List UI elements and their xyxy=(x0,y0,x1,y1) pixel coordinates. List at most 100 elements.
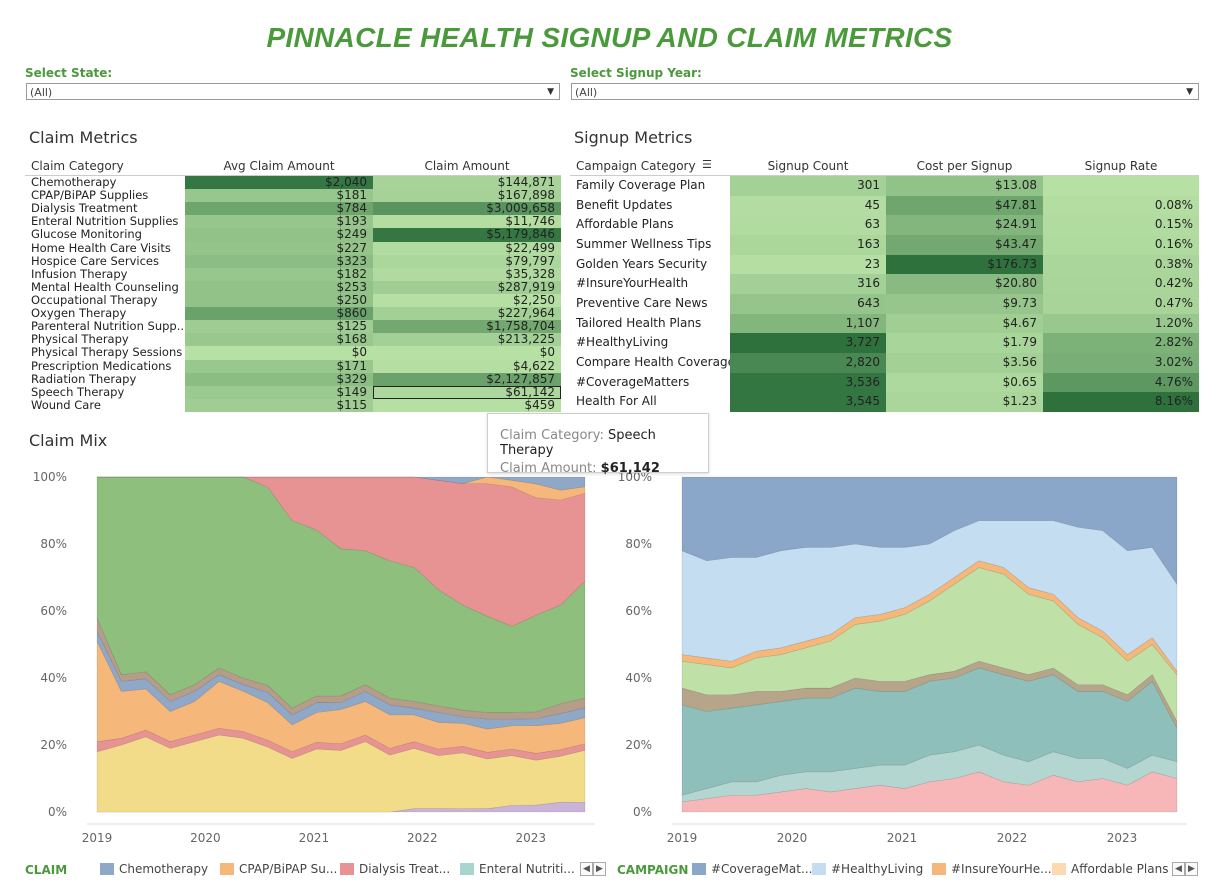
table-row[interactable]: Tailored Health Plans 1,107 $4.67 1.20% xyxy=(570,313,1199,334)
claim-amount-cell[interactable]: $213,225 xyxy=(373,333,561,347)
table-row[interactable]: Physical Therapy $168 $213,225 xyxy=(25,333,561,347)
claim-amount-cell[interactable]: $22,499 xyxy=(373,241,561,255)
avg-claim-cell[interactable]: $181 xyxy=(185,188,373,203)
table-row[interactable]: Mental Health Counseling $253 $287,919 xyxy=(25,280,561,294)
campaign-category-cell[interactable]: Compare Health Coverage xyxy=(576,355,730,369)
claim-amount-cell[interactable]: $2,250 xyxy=(373,293,561,308)
signup-rate-header[interactable]: Signup Rate xyxy=(1084,159,1158,173)
table-row[interactable]: Occupational Therapy $250 $2,250 xyxy=(25,293,561,308)
area-band[interactable] xyxy=(97,476,586,491)
campaign-category-cell[interactable]: Tailored Health Plans xyxy=(576,315,702,330)
avg-claim-cell[interactable]: $329 xyxy=(185,372,373,386)
claim-amount-cell[interactable]: $287,919 xyxy=(373,280,561,294)
cost-per-signup-cell[interactable]: $43.47 xyxy=(886,235,1043,255)
claim-category-cell[interactable]: Oxygen Therapy xyxy=(31,307,127,321)
avg-claim-cell[interactable]: $182 xyxy=(185,267,373,281)
campaign-category-cell[interactable]: Family Coverage Plan xyxy=(576,178,706,192)
signup-rate-cell[interactable]: 0.15% xyxy=(1043,215,1199,235)
table-row[interactable]: Parenteral Nutrition Supp.. $125 $1,758,70… xyxy=(25,320,561,334)
sort-icon[interactable]: ☰ xyxy=(702,158,712,171)
campaign-mix-chart[interactable]: 0% 20% 40% 60% 80% 100% 2019 2020 2021 2022 2023 xyxy=(610,455,1210,850)
campaign-category-cell[interactable]: Golden Years Security xyxy=(576,256,708,271)
claim-amount-cell[interactable]: $2,127,857 xyxy=(373,372,561,386)
signup-rate-cell[interactable]: 0.16% xyxy=(1043,235,1199,255)
legend-item[interactable]: CPAP/BiPAP Su... xyxy=(220,862,337,876)
signup-count-cell[interactable]: 1,107 xyxy=(730,313,886,334)
table-row[interactable]: #HealthyLiving 3,727 $1.79 2.82% xyxy=(570,333,1199,353)
claim-category-cell[interactable]: Occupational Therapy xyxy=(31,294,158,307)
table-row[interactable]: Glucose Monitoring $249 $5,179,846 xyxy=(25,228,561,242)
table-row[interactable]: #CoverageMatters 3,536 $0.65 4.76% xyxy=(570,372,1199,393)
claim-amount-cell[interactable]: $11,746 xyxy=(373,215,561,229)
table-row[interactable]: #InsureYourHealth 316 $20.80 0.42% xyxy=(570,274,1199,294)
avg-claim-cell[interactable]: $193 xyxy=(185,215,373,229)
claim-amount-cell[interactable]: $35,328 xyxy=(373,267,561,281)
claim-category-cell[interactable]: Physical Therapy Sessions xyxy=(31,346,183,360)
signup-rate-cell[interactable]: 4.76% xyxy=(1043,372,1199,393)
table-row[interactable]: Enteral Nutrition Supplies $193 $11,746 xyxy=(25,215,561,229)
cost-per-signup-cell[interactable]: $13.08 xyxy=(886,176,1043,196)
cost-per-signup-cell[interactable]: $3.56 xyxy=(886,353,1043,373)
year-dropdown[interactable]: (All) ▼ xyxy=(571,83,1199,100)
avg-claim-cell[interactable]: $149 xyxy=(185,385,373,399)
claim-category-cell[interactable]: Home Health Care Visits xyxy=(31,241,171,255)
claim-amount-header[interactable]: Claim Amount xyxy=(424,159,510,173)
table-row[interactable]: Wound Care $115 $459 xyxy=(25,398,561,412)
signup-rate-cell[interactable]: 3.02% xyxy=(1043,353,1199,373)
table-row[interactable]: Affordable Plans 63 $24.91 0.15% xyxy=(570,215,1199,235)
avg-claim-cell[interactable]: $0 xyxy=(185,346,373,360)
claim-category-cell[interactable]: Physical Therapy xyxy=(31,333,129,347)
campaign-category-cell[interactable]: Health For All xyxy=(576,394,657,409)
signup-rate-cell[interactable]: 0.38% xyxy=(1043,254,1199,275)
table-row[interactable]: Prescription Medications $171 $4,622 xyxy=(25,359,561,373)
campaign-category-cell[interactable]: #InsureYourHealth xyxy=(576,276,689,291)
claim-amount-cell[interactable]: $459 xyxy=(373,398,561,412)
signup-rate-cell[interactable]: 8.16% xyxy=(1043,392,1199,412)
claim-category-cell[interactable]: Parenteral Nutrition Supp.. xyxy=(31,320,185,334)
cost-per-signup-cell[interactable]: $1.79 xyxy=(886,333,1043,353)
signup-count-cell[interactable]: 301 xyxy=(730,176,886,196)
legend-item[interactable]: #CoverageMat... xyxy=(692,862,812,876)
avg-claim-cell[interactable]: $323 xyxy=(185,254,373,268)
cost-per-signup-cell[interactable]: $20.80 xyxy=(886,274,1043,294)
signup-count-cell[interactable]: 643 xyxy=(730,294,886,314)
avg-claim-cell[interactable]: $253 xyxy=(185,280,373,294)
claim-amount-cell[interactable]: $61,142 xyxy=(373,385,561,399)
table-row[interactable]: Radiation Therapy $329 $2,127,857 xyxy=(25,372,561,386)
avg-claim-cell[interactable]: $125 xyxy=(185,320,373,334)
claim-category-cell[interactable]: Speech Therapy xyxy=(31,385,125,399)
legend-item[interactable]: Dialysis Treat... xyxy=(340,862,450,876)
signup-rate-cell[interactable]: 0.08% xyxy=(1043,195,1199,216)
campaign-category-cell[interactable]: #CoverageMatters xyxy=(576,374,690,389)
legend-next-button[interactable]: ▶ xyxy=(593,862,606,876)
legend-item[interactable]: #InsureYourHe... xyxy=(932,862,1052,876)
claim-amount-cell[interactable]: $144,871 xyxy=(373,175,561,190)
table-row[interactable]: Dialysis Treatment $784 $3,009,658 xyxy=(25,202,561,216)
legend-item[interactable]: Chemotherapy xyxy=(100,862,208,876)
table-row[interactable]: Golden Years Security 23 $176.73 0.38% xyxy=(570,254,1199,275)
avg-claim-cell[interactable]: $784 xyxy=(185,202,373,216)
claim-amount-cell[interactable]: $227,964 xyxy=(373,306,561,321)
area-band[interactable] xyxy=(97,476,586,627)
claim-category-cell[interactable]: Radiation Therapy xyxy=(31,372,137,386)
signup-count-cell[interactable]: 3,536 xyxy=(730,372,886,393)
campaign-category-cell[interactable]: #HealthyLiving xyxy=(576,335,669,350)
table-row[interactable]: Chemotherapy $2,040 $144,871 xyxy=(25,175,561,190)
claim-category-cell[interactable]: Infusion Therapy xyxy=(31,267,128,281)
avg-claim-cell[interactable]: $249 xyxy=(185,228,373,242)
claim-category-cell[interactable]: Chemotherapy xyxy=(31,176,117,189)
table-row[interactable]: Compare Health Coverage 2,820 $3.56 3.02% xyxy=(570,353,1199,373)
cost-per-signup-header[interactable]: Cost per Signup xyxy=(916,159,1013,173)
avg-claim-cell[interactable]: $860 xyxy=(185,306,373,321)
legend-item[interactable]: Affordable Plans xyxy=(1052,862,1168,876)
legend-prev-button[interactable]: ◀ xyxy=(1172,862,1185,876)
signup-count-cell[interactable]: 163 xyxy=(730,235,886,255)
claim-amount-cell[interactable]: $79,797 xyxy=(373,254,561,268)
table-row[interactable]: Benefit Updates 45 $47.81 0.08% xyxy=(570,195,1199,216)
claim-category-cell[interactable]: Enteral Nutrition Supplies xyxy=(31,215,179,229)
claim-category-cell[interactable]: Wound Care xyxy=(31,398,101,412)
cost-per-signup-cell[interactable]: $176.73 xyxy=(886,254,1043,275)
cost-per-signup-cell[interactable]: $0.65 xyxy=(886,372,1043,393)
signup-rate-cell[interactable]: 2.82% xyxy=(1043,333,1199,353)
signup-count-cell[interactable]: 2,820 xyxy=(730,353,886,373)
